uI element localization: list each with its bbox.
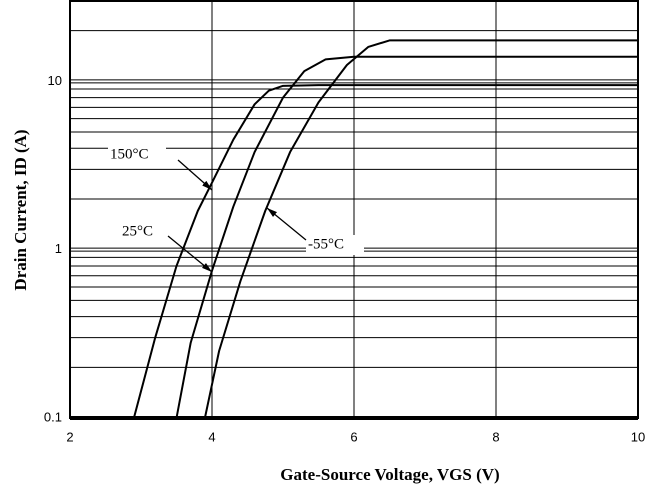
- x-tick-label: 4: [208, 429, 215, 444]
- series-label: 150°C: [110, 146, 149, 162]
- curve: [132, 84, 638, 419]
- x-tick-label: 2: [66, 429, 73, 444]
- y-tick-label: 1: [55, 241, 62, 256]
- label-bg: [120, 222, 178, 242]
- y-tick-label: 10: [48, 73, 62, 88]
- curve: [203, 39, 638, 419]
- plot-frame: [69, 0, 639, 419]
- x-tick-label: 6: [350, 429, 357, 444]
- label-bg: [108, 145, 166, 165]
- series-label: -55°C: [308, 236, 344, 252]
- x-tick-label: 10: [631, 429, 645, 444]
- x-tick-label: 8: [492, 429, 499, 444]
- arrow: [177, 159, 213, 191]
- y-tick-label: 0.1: [44, 409, 62, 424]
- y-axis-label: Drain Current, ID (A): [11, 129, 30, 290]
- arrow: [266, 207, 307, 241]
- x-axis-label: Gate-Source Voltage, VGS (V): [280, 465, 499, 484]
- arrow: [167, 235, 213, 273]
- curve: [175, 55, 638, 419]
- label-bg: [306, 235, 364, 255]
- series-label: 25°C: [122, 223, 153, 239]
